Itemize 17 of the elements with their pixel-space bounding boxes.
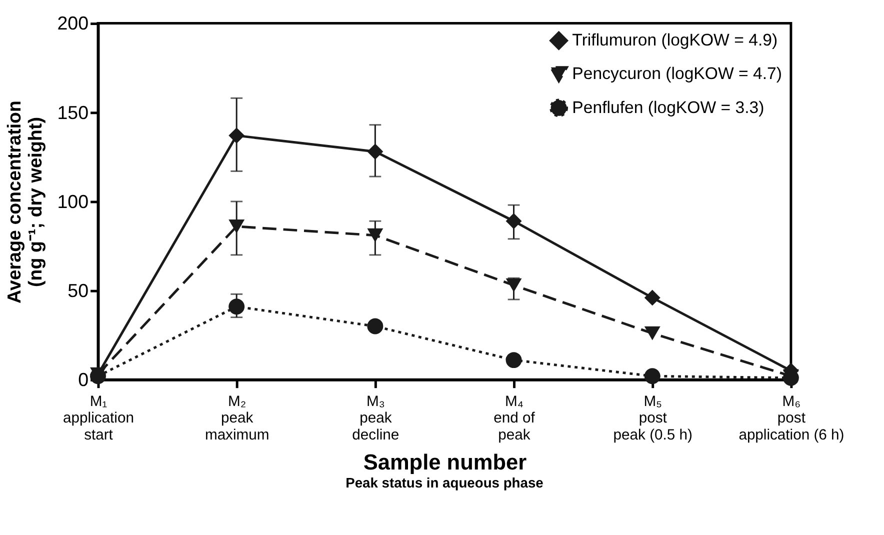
text: Peak status in aqueous phase [346,474,544,491]
x-tick-label: M₄ end of peak [494,394,536,444]
x-tick-label: M₅ post peak (0.5 h) [613,394,692,444]
x-tick-label: M₁ application start [63,394,134,444]
y-axis-title: Average concentration (ng g⁻¹; dry weight) [4,100,46,304]
x-tick-label: M₂ peak maximum [204,394,270,444]
y-tick-label: 200 [57,12,89,34]
x-axis-title: Sample number [363,449,528,474]
x-tick-label: M₃ peak decline [352,394,400,444]
y-tick-label: 100 [57,190,89,212]
legend-label: Triflumuron (logKOW = 4.9) [572,30,778,50]
y-tick-label: 0 [78,369,89,390]
legend-label: Penflufen (logKOW = 3.3) [572,98,764,117]
legend-label: Pencycuron (logKOW = 4.7) [572,64,782,84]
y-tick-label: 150 [57,102,89,123]
x-tick-label: M₆ post application (6 h) [738,394,844,444]
y-tick-label: 50 [68,280,89,302]
